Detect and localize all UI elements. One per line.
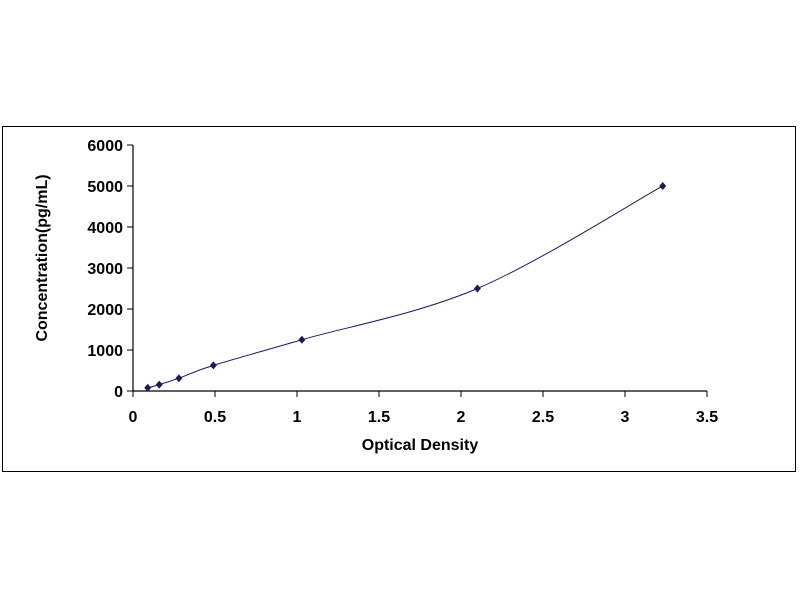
- y-tick-label: 5000: [87, 179, 123, 196]
- y-tick-label: 1000: [87, 343, 123, 360]
- data-point: [473, 284, 481, 293]
- data-point: [155, 380, 163, 389]
- y-tick-label: 4000: [87, 220, 123, 237]
- y-tick-label: 0: [114, 384, 123, 401]
- x-tick-label: 2: [457, 409, 466, 426]
- data-point: [144, 383, 152, 392]
- data-point: [209, 361, 217, 370]
- chart-frame: [2, 126, 796, 472]
- data-point: [175, 374, 183, 383]
- data-point: [659, 182, 667, 190]
- y-tick-label: 6000: [87, 138, 123, 155]
- x-tick-label: 0.5: [204, 409, 226, 426]
- x-tick-label: 2.5: [532, 409, 554, 426]
- x-tick-label: 0: [129, 409, 138, 426]
- data-point: [298, 335, 306, 344]
- fit-curve: [147, 185, 663, 389]
- x-tick-label: 1.5: [368, 409, 390, 426]
- y-tick-label: 2000: [87, 302, 123, 319]
- x-axis-label: Optical Density: [362, 437, 479, 454]
- x-tick-label: 3: [621, 409, 630, 426]
- x-tick-label: 3.5: [696, 409, 718, 426]
- x-tick-label: 1: [293, 409, 302, 426]
- y-tick-label: 3000: [87, 261, 123, 278]
- y-axis-label: Concentration(pg/mL): [34, 174, 51, 341]
